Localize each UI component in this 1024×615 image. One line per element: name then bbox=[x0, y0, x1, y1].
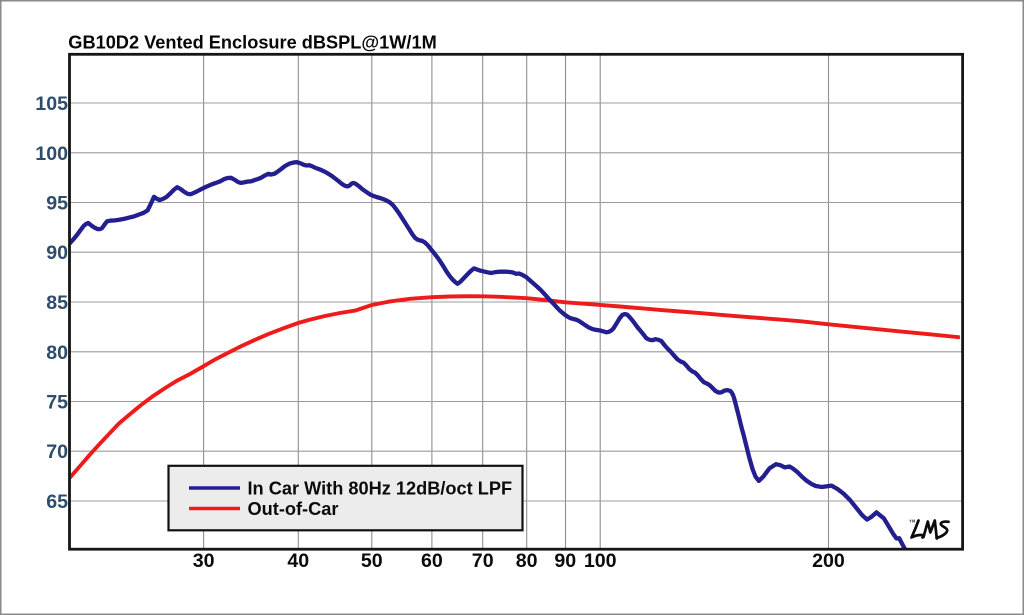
svg-text:60: 60 bbox=[421, 550, 443, 572]
svg-text:200: 200 bbox=[812, 550, 845, 572]
svg-text:90: 90 bbox=[554, 550, 576, 572]
svg-text:GB10D2 Vented Enclosure dBSPL@: GB10D2 Vented Enclosure dBSPL@1W/1M bbox=[68, 32, 436, 52]
svg-text:In Car With 80Hz 12dB/oct LPF: In Car With 80Hz 12dB/oct LPF bbox=[248, 478, 513, 498]
svg-text:70: 70 bbox=[472, 550, 494, 572]
svg-text:Out-of-Car: Out-of-Car bbox=[248, 499, 339, 519]
svg-text:30: 30 bbox=[193, 550, 215, 572]
svg-text:75: 75 bbox=[46, 392, 68, 414]
svg-text:70: 70 bbox=[46, 441, 68, 463]
svg-text:80: 80 bbox=[516, 550, 538, 572]
svg-text:100: 100 bbox=[35, 143, 68, 165]
svg-text:50: 50 bbox=[361, 550, 383, 572]
svg-text:100: 100 bbox=[584, 550, 617, 572]
svg-text:105: 105 bbox=[35, 93, 68, 115]
svg-text:40: 40 bbox=[287, 550, 309, 572]
svg-text:95: 95 bbox=[46, 193, 68, 215]
svg-text:85: 85 bbox=[46, 292, 68, 314]
svg-text:90: 90 bbox=[46, 242, 68, 264]
svg-text:65: 65 bbox=[46, 491, 68, 513]
svg-text:80: 80 bbox=[46, 342, 68, 364]
